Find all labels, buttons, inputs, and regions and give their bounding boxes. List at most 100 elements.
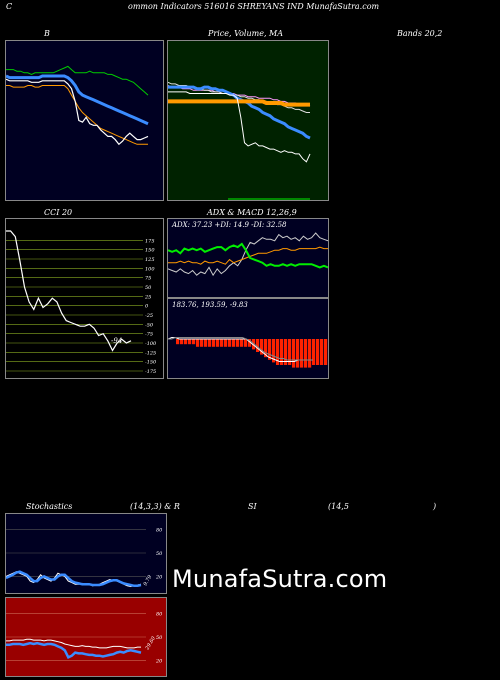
bollinger-panel: [5, 40, 164, 201]
macd-histogram-bar: [192, 339, 196, 345]
macd-histogram-bar: [316, 339, 320, 365]
bollinger-price-line: [6, 78, 149, 146]
cci-tick-label: -150: [145, 360, 157, 366]
macd-histogram-bar: [208, 339, 212, 347]
cci-line: [6, 230, 132, 352]
cci-last-label: -94: [111, 337, 122, 345]
cci-tick-label: -125: [145, 350, 156, 356]
adx-panel: ADX: 37.23 +DI: 14.9 -DI: 32.58: [167, 218, 329, 298]
macd-histogram-bar: [200, 339, 204, 347]
macd-histogram-bar: [268, 339, 272, 360]
bands-title: Bands 20,2: [397, 29, 443, 38]
cci-panel: 175 150 125 100 75 50 25 0 -25 -50 -75 -100 -125 -150…: [5, 218, 164, 379]
cci-tick-label: 175: [145, 238, 155, 244]
cci-tick-label: 25: [144, 294, 151, 300]
stoch-chart: 80 50 209.79: [6, 528, 163, 588]
cci-tick-label: 0: [145, 304, 149, 310]
macd-histogram-bar: [276, 339, 280, 365]
adx-line: [168, 232, 328, 277]
rsi-close: ): [433, 502, 437, 511]
stoch-last-label: 9.79: [143, 574, 154, 587]
macd-histogram-bar: [196, 339, 200, 347]
bollinger-ma-line: [6, 74, 149, 126]
cci-chart: 175 150 125 100 75 50 25 0 -25 -50 -75 -100 -125 -150…: [6, 230, 157, 375]
macd-histogram-bar: [280, 339, 284, 365]
rsi-tick-label: 80: [156, 612, 163, 618]
macd-values: 183.76, 193.59, -9.83: [172, 301, 248, 309]
macd-histogram-bar: [204, 339, 208, 347]
cci-tick-label: 50: [145, 285, 152, 291]
rsi-title: SI: [248, 502, 257, 511]
rsi-tick-label: 50: [156, 635, 163, 641]
cci-tick-label: -50: [145, 322, 154, 328]
macd-histogram-bar: [308, 339, 312, 368]
cci-tick-label: 150: [145, 248, 155, 254]
watermark: MunafaSutra.com: [172, 565, 388, 593]
stoch-params: (14,3,3) & R: [130, 502, 180, 511]
macd-histogram-bar: [292, 339, 296, 368]
macd-signal-line: [168, 337, 313, 361]
macd-histogram-bar: [224, 339, 228, 347]
bollinger-chart: [6, 65, 149, 146]
rsi-ma-line: [6, 641, 142, 659]
cci-tick-label: -100: [145, 341, 157, 347]
cci-tick-label: 75: [145, 276, 151, 282]
macd-histogram-bar: [220, 339, 224, 347]
minus-di-line: [168, 246, 328, 265]
macd-histogram-bar: [260, 339, 264, 355]
price-ma-panel: [167, 40, 329, 201]
bollinger-title: B: [44, 29, 50, 38]
macd-histogram-bar: [184, 339, 188, 345]
rsi-panel: 80 50 20 29.60: [5, 597, 167, 677]
cci-tick-label: 125: [145, 257, 155, 263]
rsi-tick-label: 20: [155, 658, 163, 664]
ma-line-3: [168, 85, 311, 140]
bollinger-upper-line: [6, 65, 149, 96]
cci-tick-label: -175: [145, 369, 156, 375]
macd-histogram-bar: [320, 339, 324, 365]
cci-tick-label: -25: [145, 313, 153, 319]
macd-histogram-bar: [248, 339, 252, 347]
stoch-panel: 80 50 20 9.79: [5, 513, 167, 594]
macd-histogram-bar: [272, 339, 276, 363]
price-ma-chart: [168, 81, 311, 200]
stoch-title: Stochastics: [26, 502, 73, 511]
macd-histogram-bar: [264, 339, 268, 358]
stoch-tick-label: 80: [156, 528, 163, 534]
macd-histogram-bar: [300, 339, 304, 368]
macd-histogram-bar: [312, 339, 316, 365]
macd-histogram-bar: [240, 339, 244, 347]
stoch-tick-label: 50: [156, 551, 163, 557]
plus-di-line: [168, 242, 328, 269]
macd-histogram-bar: [232, 339, 236, 347]
macd-histogram-bar: [284, 339, 288, 365]
rsi-params: (14,5: [328, 502, 349, 511]
macd-histogram-bar: [288, 339, 292, 365]
adx-macd-title: ADX & MACD 12,26,9: [207, 208, 297, 217]
stoch-tick-label: 20: [155, 574, 163, 580]
rsi-line: [6, 638, 141, 649]
price-line: [168, 91, 311, 163]
macd-histogram-bar: [176, 339, 180, 345]
ma-line-4: [168, 99, 310, 107]
macd-panel: 183.76, 193.59, -9.83: [167, 298, 329, 379]
adx-values: ADX: 37.23 +DI: 14.9 -DI: 32.58: [172, 221, 287, 229]
adx-chart: [168, 232, 328, 277]
stoch-d-line: [6, 570, 142, 588]
macd-histogram-bar: [228, 339, 232, 347]
page-title: ommon Indicators 516016 SHREYANS IND Mun…: [128, 2, 380, 11]
macd-histogram-bar: [212, 339, 216, 347]
header-c: C: [6, 2, 13, 11]
cci-tick-label: -75: [145, 332, 153, 338]
macd-histogram-bar: [304, 339, 308, 368]
cci-tick-label: 100: [145, 266, 155, 272]
price-ma-title: Price, Volume, MA: [208, 29, 284, 38]
macd-histogram-bar: [216, 339, 220, 347]
macd-histogram-bar: [256, 339, 260, 352]
macd-line: [168, 337, 313, 362]
macd-histogram-bar: [236, 339, 240, 347]
macd-histogram-bar: [180, 339, 184, 345]
macd-histogram-bar: [244, 339, 248, 347]
macd-histogram-bar: [324, 339, 328, 365]
